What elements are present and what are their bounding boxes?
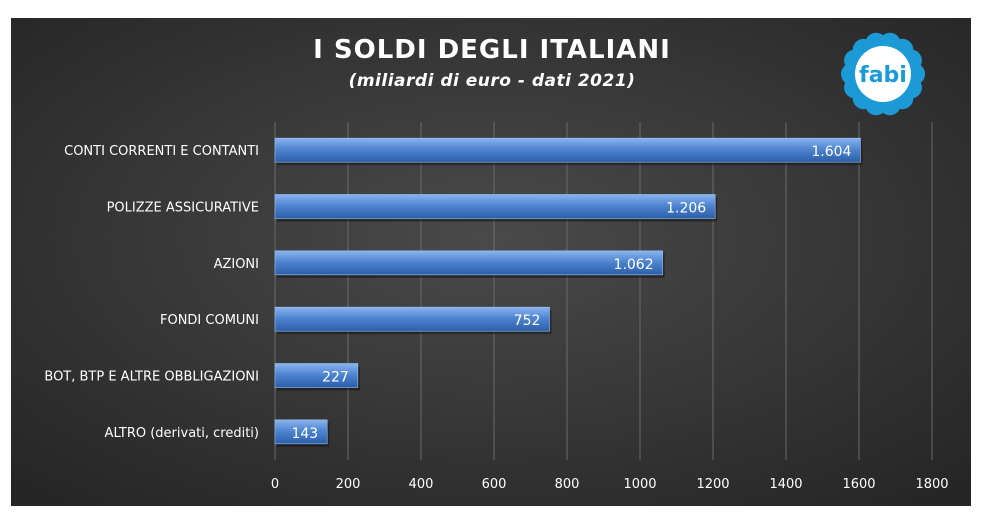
category-label: ALTRO (derivati, crediti) — [105, 426, 259, 441]
fabi-logo: fabi — [841, 32, 925, 116]
bar — [274, 419, 328, 445]
x-tick-label: 0 — [271, 477, 279, 492]
chart-title: I SOLDI DEGLI ITALIANI — [313, 35, 671, 65]
x-tick-label: 1200 — [696, 477, 729, 492]
data-label: 227 — [322, 370, 349, 386]
data-label: 143 — [291, 426, 318, 442]
logo-center — [855, 46, 911, 102]
category-labels: CONTI CORRENTI E CONTANTI POLIZZE ASSICUR… — [44, 144, 259, 441]
bar — [274, 363, 359, 388]
x-tick-label: 1600 — [842, 477, 875, 492]
category-label: FONDI COMUNI — [160, 313, 259, 328]
category-label: AZIONI — [214, 257, 259, 272]
bar — [274, 250, 663, 276]
x-tick-label: 600 — [482, 477, 507, 492]
data-labels: 1.604 1.206 1.062 752 227 143 — [291, 144, 851, 442]
bars — [274, 137, 863, 447]
x-tick-label: 200 — [336, 477, 361, 492]
data-label: 1.604 — [811, 144, 851, 160]
logo-text: fabi — [859, 63, 907, 88]
data-label: 1.206 — [666, 201, 706, 217]
grid-lines — [274, 122, 933, 460]
bar — [274, 137, 861, 163]
category-label: POLIZZE ASSICURATIVE — [107, 201, 259, 216]
category-label: BOT, BTP E ALTRE OBBLIGAZIONI — [44, 370, 259, 385]
chart-subtitle: (miliardi di euro - dati 2021) — [349, 71, 636, 91]
x-tick-label: 1000 — [623, 477, 656, 492]
category-label: CONTI CORRENTI E CONTANTI — [64, 144, 259, 159]
x-tick-label: 800 — [555, 477, 580, 492]
bar — [274, 194, 716, 219]
data-label: 752 — [514, 313, 541, 329]
x-tick-label: 1400 — [769, 477, 802, 492]
x-tick-label: 400 — [409, 477, 434, 492]
x-axis-ticks: 0 200 400 600 800 1000 1200 1400 1600 1800 — [271, 477, 949, 492]
bar — [274, 306, 550, 332]
x-tick-label: 1800 — [915, 477, 948, 492]
data-label: 1.062 — [614, 257, 654, 273]
